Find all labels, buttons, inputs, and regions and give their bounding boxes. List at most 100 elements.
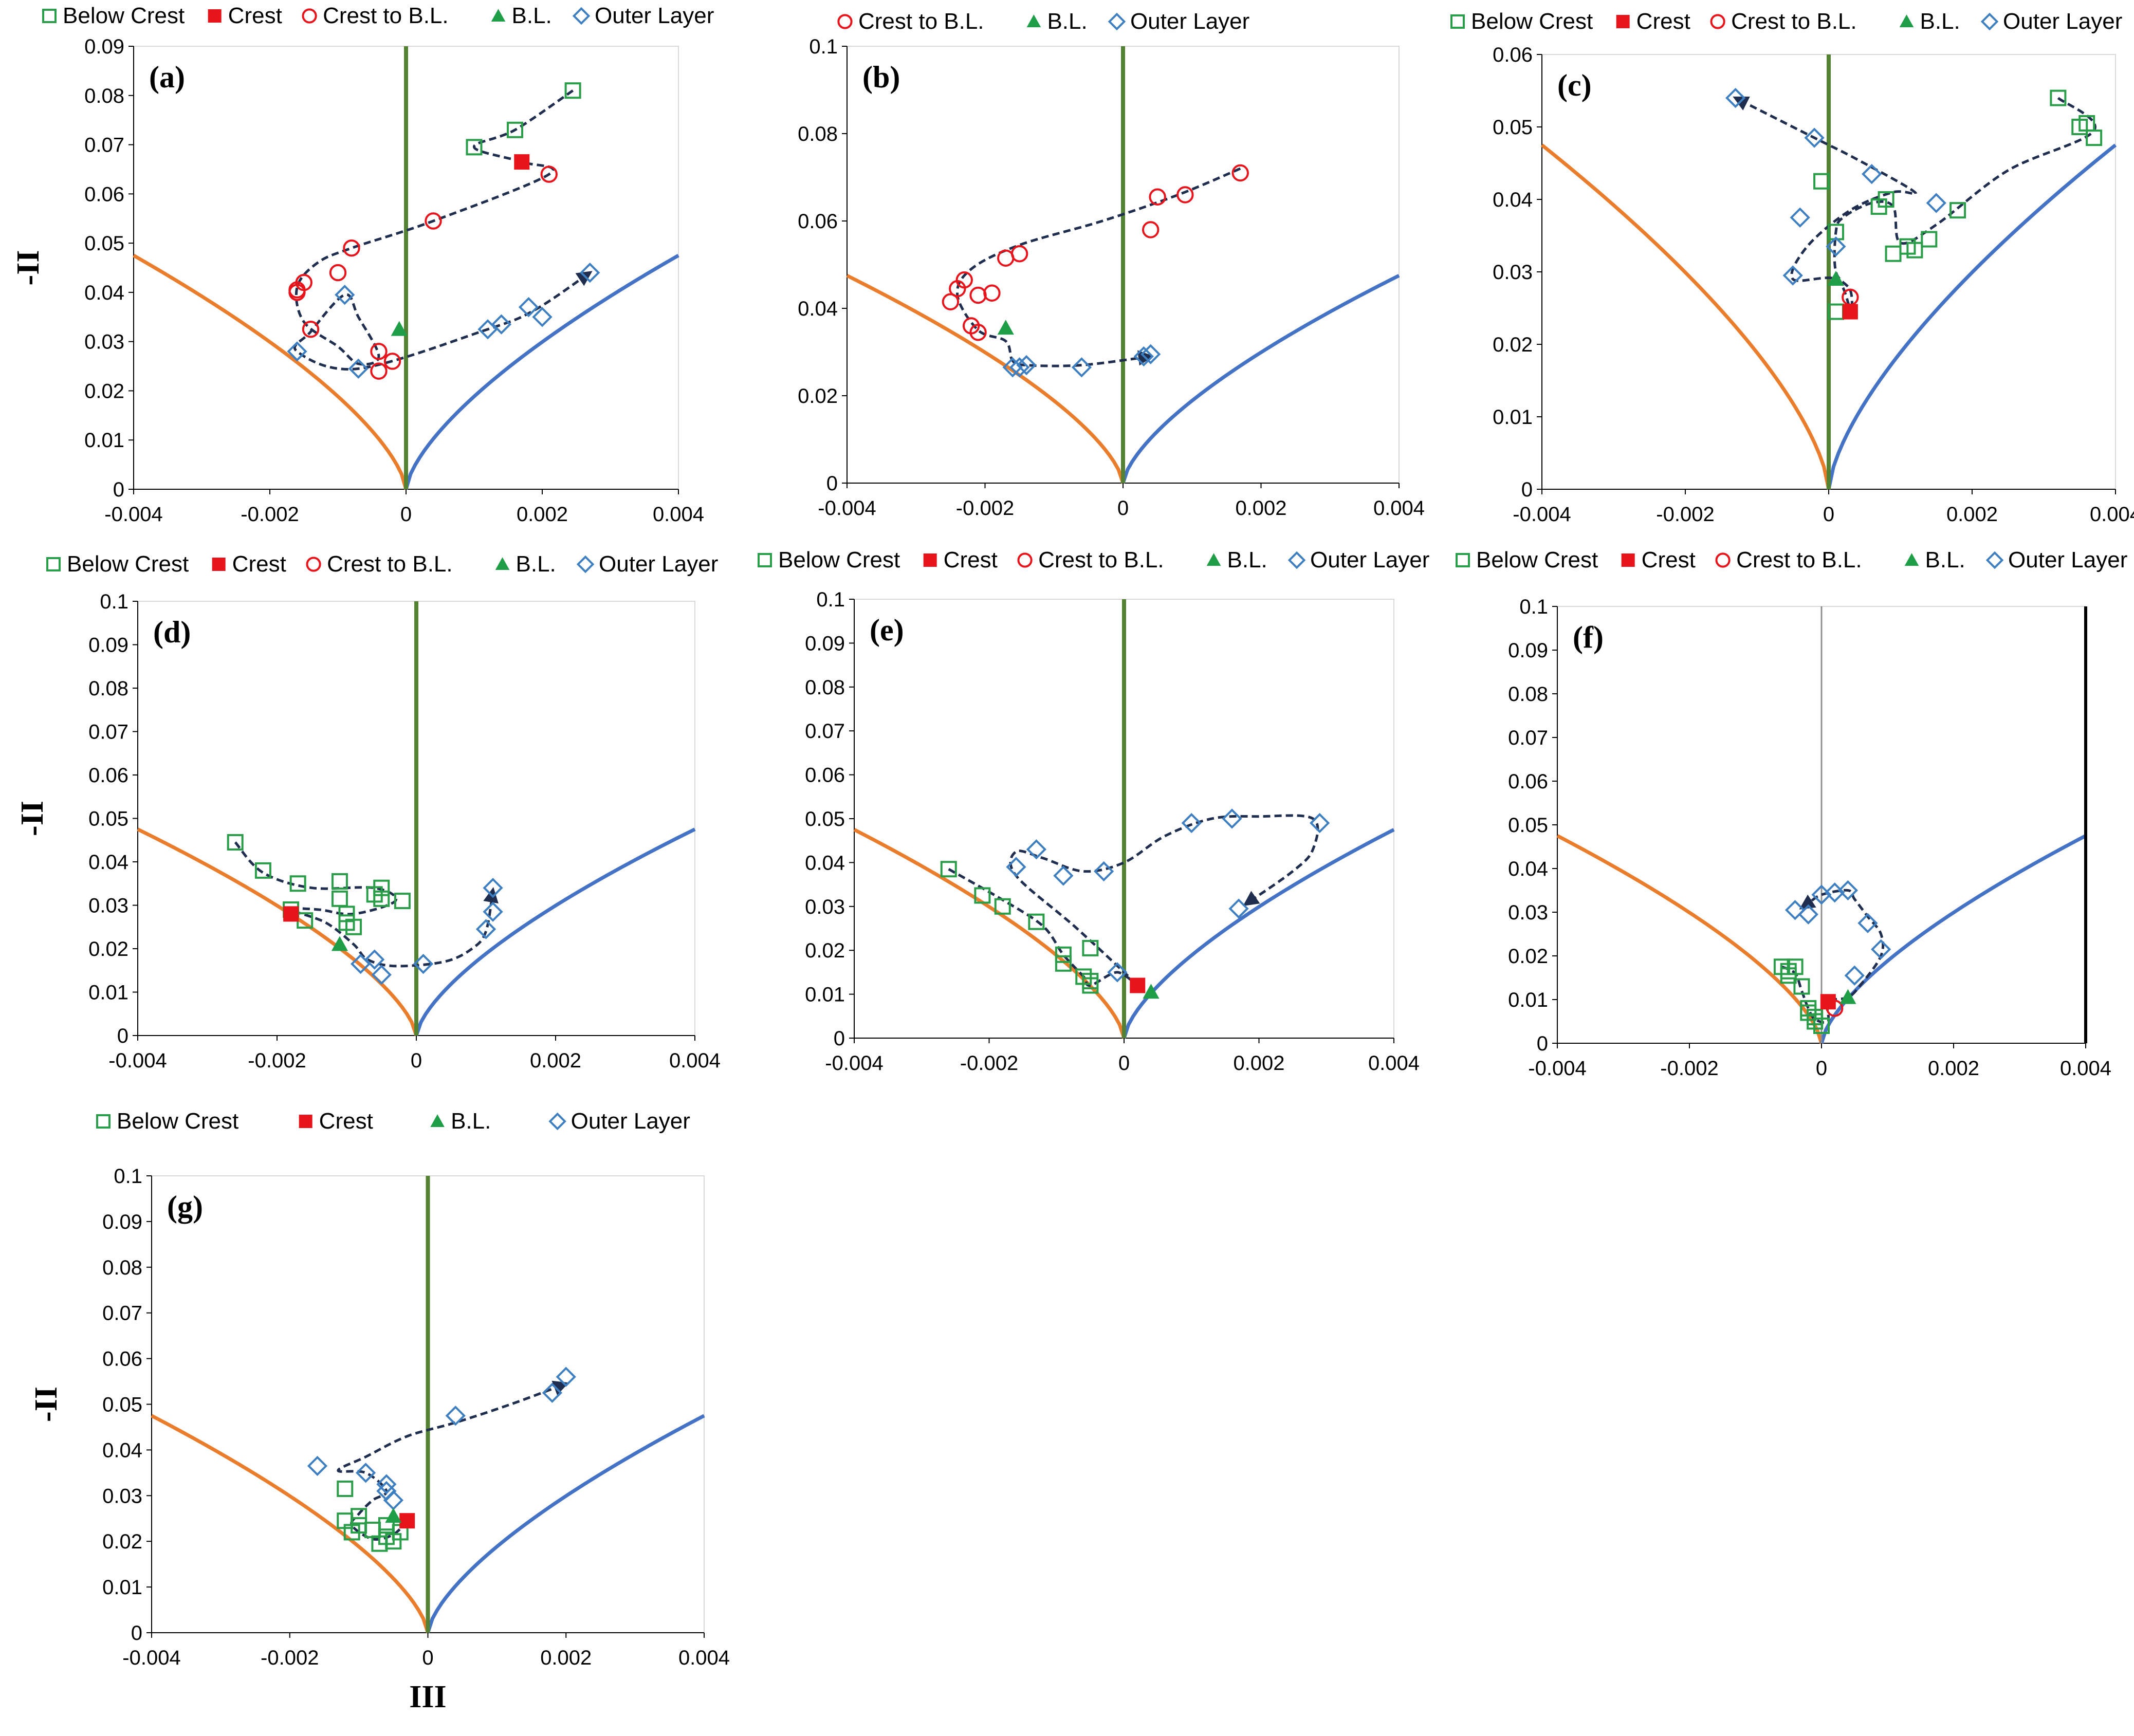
- legend-marker-bl: [491, 9, 506, 22]
- legend-marker-below: [758, 553, 772, 567]
- legend-marker-c2bl: [302, 8, 317, 24]
- data-point-outer: [1222, 808, 1242, 829]
- data-point-below: [373, 890, 390, 907]
- legend-marker-bl: [495, 557, 510, 570]
- data-point-c2bl: [383, 353, 401, 370]
- data-point-below: [1870, 198, 1887, 215]
- y-tick-label: 0.05: [1493, 116, 1533, 139]
- data-point-below: [1906, 242, 1923, 258]
- legend-marker-c2bl: [1715, 552, 1731, 568]
- legend-marker-bl: [1899, 14, 1914, 28]
- left-boundary-curve: [846, 274, 1125, 484]
- y-tick-label: 0.03: [102, 1485, 142, 1507]
- legend-marker-outer: [1287, 551, 1306, 569]
- y-tick-label: 0: [1537, 1032, 1548, 1055]
- legend-label-c2bl: Crest to B.L.: [858, 9, 984, 34]
- data-point-crest: [1842, 304, 1858, 320]
- y-tick-label: 0.06: [1508, 770, 1548, 793]
- legend-marker-outer: [576, 555, 595, 574]
- y-tick-label: 0.08: [84, 85, 124, 107]
- x-tick-label: -0.004: [1528, 1057, 1586, 1080]
- chart-panel-f: 0 0.01 0.02 0.03 0.04 0.05 0.06 0.07 0.08 0.09 0.1…: [1456, 547, 2127, 1080]
- x-tick-label: 0.004: [1373, 497, 1425, 520]
- y-tick-label: 0.07: [102, 1302, 142, 1325]
- data-point-below: [1793, 978, 1810, 995]
- data-point-below: [1813, 1018, 1830, 1034]
- legend-marker-c2bl: [1710, 14, 1725, 29]
- trajectory-path: [337, 1380, 569, 1541]
- y-tick-label: 0.07: [88, 721, 128, 744]
- trajectory-path: [948, 814, 1319, 988]
- data-point-bl: [391, 321, 408, 336]
- legend: Below Crest Crest B.L. Outer Layer: [96, 1109, 690, 1134]
- data-point-c2bl: [329, 264, 347, 282]
- data-point-outer: [1857, 913, 1878, 933]
- data-point-bl: [385, 1508, 402, 1523]
- legend-label-crest: Crest: [228, 3, 282, 28]
- y-tick-label: 0.05: [805, 808, 845, 830]
- y-tick-label: 0.1: [809, 35, 838, 58]
- x-tick-label: -0.004: [818, 497, 876, 520]
- left-boundary-curve: [853, 828, 1126, 1039]
- y-tick-label: 0.01: [1508, 989, 1548, 1011]
- y-axis-label: -II: [29, 1387, 64, 1422]
- legend-marker-bl: [1026, 14, 1041, 28]
- left-boundary-curve: [1556, 834, 1824, 1044]
- legend-marker-below: [1456, 553, 1470, 567]
- legend-label-outer: Outer Layer: [2008, 547, 2127, 572]
- data-point-outer: [445, 1406, 466, 1426]
- x-tick-label: -0.004: [122, 1647, 180, 1669]
- left-boundary-curve: [151, 1414, 430, 1634]
- legend: Below Crest Crest Crest to B.L. B.L. Outer L…: [46, 551, 718, 577]
- legend-marker-crest: [1621, 553, 1635, 567]
- y-tick-label: 0: [1521, 478, 1533, 501]
- panel-label: (f): [1573, 620, 1604, 654]
- x-tick-label: -0.002: [248, 1049, 306, 1072]
- y-tick-label: 0.05: [1508, 814, 1548, 837]
- x-axis-label: III: [409, 1679, 446, 1714]
- data-point-outer: [1016, 355, 1037, 376]
- data-point-bl: [331, 936, 348, 951]
- data-point-c2bl: [302, 321, 320, 338]
- left-boundary-curve: [133, 254, 408, 490]
- y-tick-label: 0.06: [88, 764, 128, 787]
- x-tick-label: 0.004: [1368, 1052, 1420, 1075]
- x-tick-label: 0: [1118, 1052, 1130, 1075]
- data-point-bl: [997, 320, 1014, 335]
- x-tick-label: -0.004: [104, 503, 162, 526]
- data-point-outer: [1053, 865, 1074, 886]
- legend-label-bl: B.L.: [1920, 9, 1960, 34]
- legend-label-outer: Outer Layer: [1130, 9, 1249, 34]
- trajectory-path: [293, 89, 593, 371]
- data-point-outer: [1798, 904, 1818, 925]
- y-tick-label: 0.01: [102, 1576, 142, 1599]
- data-point-outer: [364, 949, 385, 970]
- legend-label-outer: Outer Layer: [571, 1109, 690, 1134]
- x-tick-label: 0.002: [517, 503, 568, 526]
- data-point-below: [1885, 245, 1902, 262]
- x-tick-label: 0.004: [653, 503, 704, 526]
- data-point-outer: [1826, 236, 1846, 257]
- x-tick-label: 0: [400, 503, 412, 526]
- y-tick-label: 0.07: [805, 720, 845, 743]
- data-point-outer: [475, 919, 496, 939]
- legend-label-crest: Crest: [319, 1109, 373, 1134]
- chart-panel-a: 0 0.01 0.02 0.03 0.04 0.05 0.06 0.07 0.08 0.09 -0.…: [11, 3, 714, 526]
- y-tick-label: 0.08: [805, 676, 845, 699]
- data-point-below: [394, 893, 411, 910]
- legend-label-c2bl: Crest to B.L.: [1731, 9, 1857, 34]
- legend-label-c2bl: Crest to B.L.: [1736, 547, 1862, 572]
- data-point-below: [1827, 303, 1844, 320]
- x-tick-label: -0.002: [261, 1647, 319, 1669]
- legend-marker-crest: [923, 553, 937, 567]
- legend-label-below: Below Crest: [778, 547, 900, 572]
- left-boundary-curve: [137, 827, 418, 1037]
- right-boundary-curve: [1121, 274, 1400, 484]
- panel-label: (g): [167, 1190, 203, 1224]
- y-tick-label: 0.04: [1508, 858, 1548, 880]
- y-tick-label: 0.1: [816, 588, 845, 611]
- legend-label-bl: B.L.: [1047, 9, 1087, 34]
- legend-marker-crest: [212, 558, 226, 571]
- right-boundary-curve: [404, 254, 679, 490]
- x-tick-label: 0.002: [1946, 503, 1998, 526]
